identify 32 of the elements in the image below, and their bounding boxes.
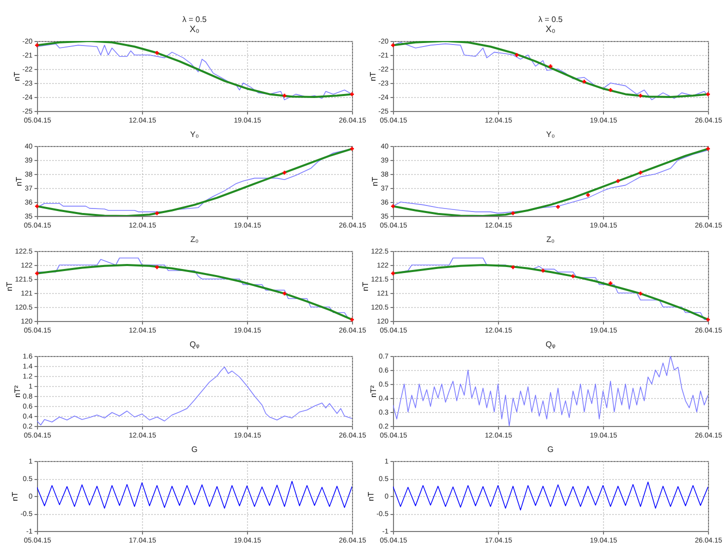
line-series bbox=[37, 480, 352, 509]
point bbox=[350, 318, 354, 322]
chart-title: G bbox=[191, 445, 198, 454]
y-axis-title: nT bbox=[368, 72, 378, 82]
chart-subtitle: X₀ bbox=[190, 24, 200, 34]
y-axis-title: nT bbox=[360, 282, 370, 292]
point bbox=[706, 318, 710, 322]
chart-title: Z₀ bbox=[190, 235, 199, 244]
chart-title: λ = 0.5 bbox=[182, 15, 208, 24]
y-axis-title: nT bbox=[10, 492, 20, 502]
line-series bbox=[393, 356, 708, 426]
y-axis-title: nT bbox=[12, 72, 22, 82]
chart-title: G bbox=[547, 445, 554, 454]
point bbox=[35, 272, 39, 276]
y-axis-title: nT bbox=[366, 492, 376, 502]
chart-title: λ = 0.5 bbox=[538, 15, 564, 24]
chart-title: Y₀ bbox=[190, 130, 199, 139]
chart-title: Qᵩ bbox=[546, 340, 556, 349]
chart-title: Z₀ bbox=[546, 235, 555, 244]
point bbox=[541, 268, 545, 272]
point bbox=[391, 272, 395, 276]
y-axis-title: nT bbox=[370, 176, 380, 186]
y-axis-title: nT bbox=[14, 176, 24, 186]
line-series bbox=[393, 482, 708, 510]
point bbox=[155, 51, 159, 55]
chart-title: Y₀ bbox=[546, 130, 555, 139]
chart-subtitle: X₀ bbox=[546, 24, 556, 34]
y-axis-title: nT² bbox=[368, 385, 378, 398]
y-axis-title: nT² bbox=[12, 385, 22, 398]
point bbox=[556, 205, 560, 209]
y-axis-title: nT bbox=[4, 282, 14, 292]
chart-title: Qᵩ bbox=[190, 340, 200, 349]
